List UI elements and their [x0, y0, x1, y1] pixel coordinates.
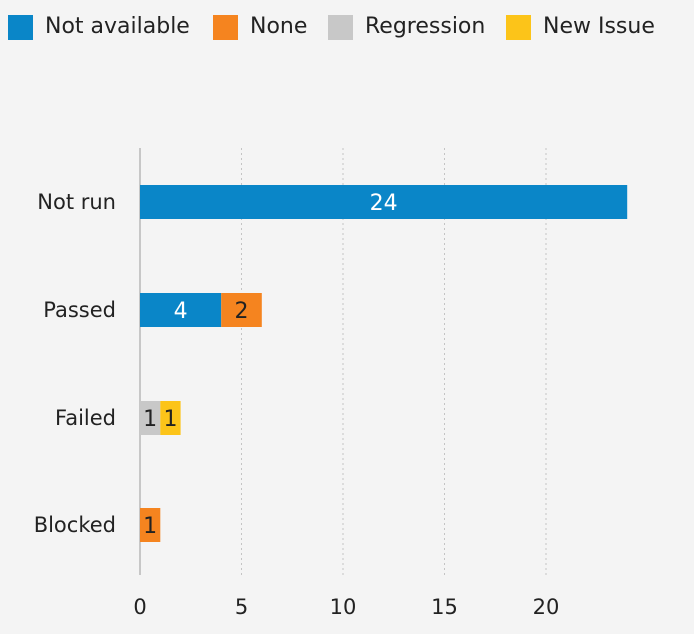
- bar-passed-none: [221, 293, 262, 327]
- legend-swatch-new-issue: [506, 15, 531, 40]
- data-label-failed-new-issue: 1: [163, 407, 177, 432]
- legend-label-none: None: [250, 14, 308, 39]
- x-tick-label-15: 15: [431, 595, 458, 619]
- x-tick-label-20: 20: [533, 595, 560, 619]
- legend-label-not-available: Not available: [45, 14, 190, 39]
- bar-failed-new-issue: [160, 401, 181, 435]
- legend-label-regression: Regression: [365, 14, 486, 39]
- y-category-label-passed: Passed: [43, 298, 116, 322]
- y-category-label-not-run: Not run: [37, 190, 116, 214]
- bar-failed-regression: [140, 401, 161, 435]
- y-category-label-blocked: Blocked: [34, 513, 116, 537]
- bar-passed-not-available: [140, 293, 222, 327]
- y-category-label-failed: Failed: [55, 406, 116, 430]
- x-tick-label-0: 0: [133, 595, 146, 619]
- bar-blocked-none: [140, 508, 161, 542]
- x-tick-label-10: 10: [330, 595, 357, 619]
- bar-not-run-not-available: [140, 185, 628, 219]
- data-label-passed-not-available: 4: [174, 299, 188, 324]
- data-label-failed-regression: 1: [143, 407, 157, 432]
- legend-label-new-issue: New Issue: [543, 14, 655, 39]
- legend-swatch-none: [213, 15, 238, 40]
- x-tick-label-5: 5: [235, 595, 248, 619]
- data-label-blocked-none: 1: [143, 514, 157, 539]
- data-label-passed-none: 2: [235, 299, 249, 324]
- legend-swatch-regression: [328, 15, 353, 40]
- data-label-not-run-not-available: 24: [370, 191, 398, 216]
- legend-swatch-not-available: [8, 15, 33, 40]
